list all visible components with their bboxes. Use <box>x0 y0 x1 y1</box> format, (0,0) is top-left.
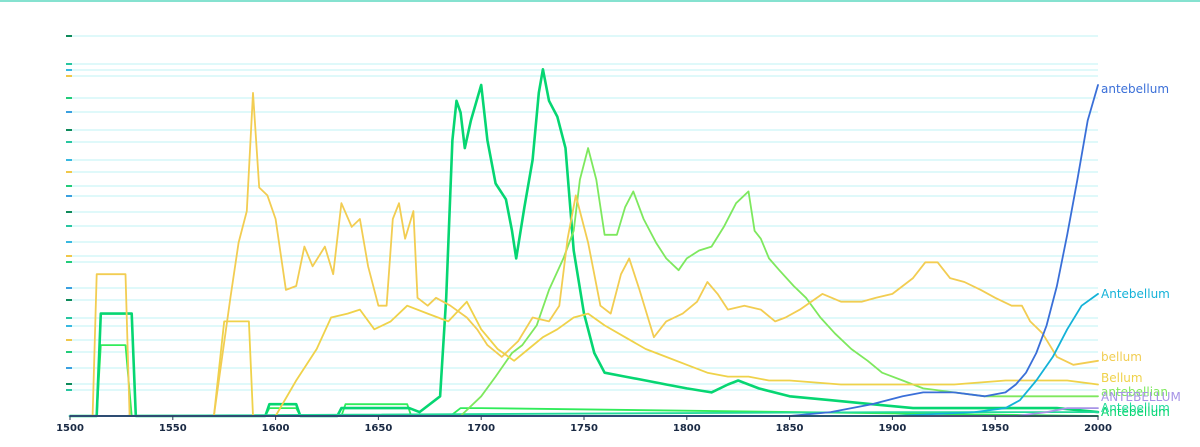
series-line-antebellian <box>69 147 1099 417</box>
series-lines <box>68 68 1100 418</box>
series-line-antebellum <box>69 344 1099 417</box>
series-line-antebellum <box>68 68 1100 418</box>
x-tick-label: 1850 <box>776 423 804 434</box>
x-tick-label: 1800 <box>673 423 701 434</box>
series-line-antebellum <box>69 293 1099 417</box>
series-label: bellum <box>1101 350 1142 364</box>
series-label: antebellian <box>1101 385 1168 399</box>
series-label: Antebellum <box>1101 401 1170 415</box>
series-line-bellum <box>69 92 1099 417</box>
x-axis: 1500 1550 1600 1650 1700 1750 1800 1850 1900 1950… <box>56 415 1112 434</box>
x-tick-label: 1950 <box>981 423 1009 434</box>
series-label: Antebellum <box>1101 405 1170 419</box>
series-label: ANTEBELLUM <box>1101 390 1181 404</box>
x-tick-label: 1500 <box>56 423 84 434</box>
x-tick-label: 1700 <box>467 423 495 434</box>
x-tick-label: 1650 <box>364 423 392 434</box>
y-axis-ticks <box>66 35 72 391</box>
x-tick-label: 1600 <box>262 423 290 434</box>
x-tick-label: 1550 <box>159 423 187 434</box>
series-label: antebellum <box>1101 82 1169 96</box>
x-tick-label: 2000 <box>1084 423 1112 434</box>
gridlines <box>70 35 1098 391</box>
x-tick-label: 1900 <box>878 423 906 434</box>
series-label: Antebellum <box>1101 287 1170 301</box>
x-tick-label: 1750 <box>570 423 598 434</box>
series-line-antebellum <box>69 411 1099 417</box>
series-label: Bellum <box>1101 371 1143 385</box>
series-labels: antebellum Antebellum bellum Bellumantebell… <box>1101 82 1181 419</box>
series-line-antebellum <box>69 84 1099 417</box>
series-line-bellum <box>69 300 1099 417</box>
